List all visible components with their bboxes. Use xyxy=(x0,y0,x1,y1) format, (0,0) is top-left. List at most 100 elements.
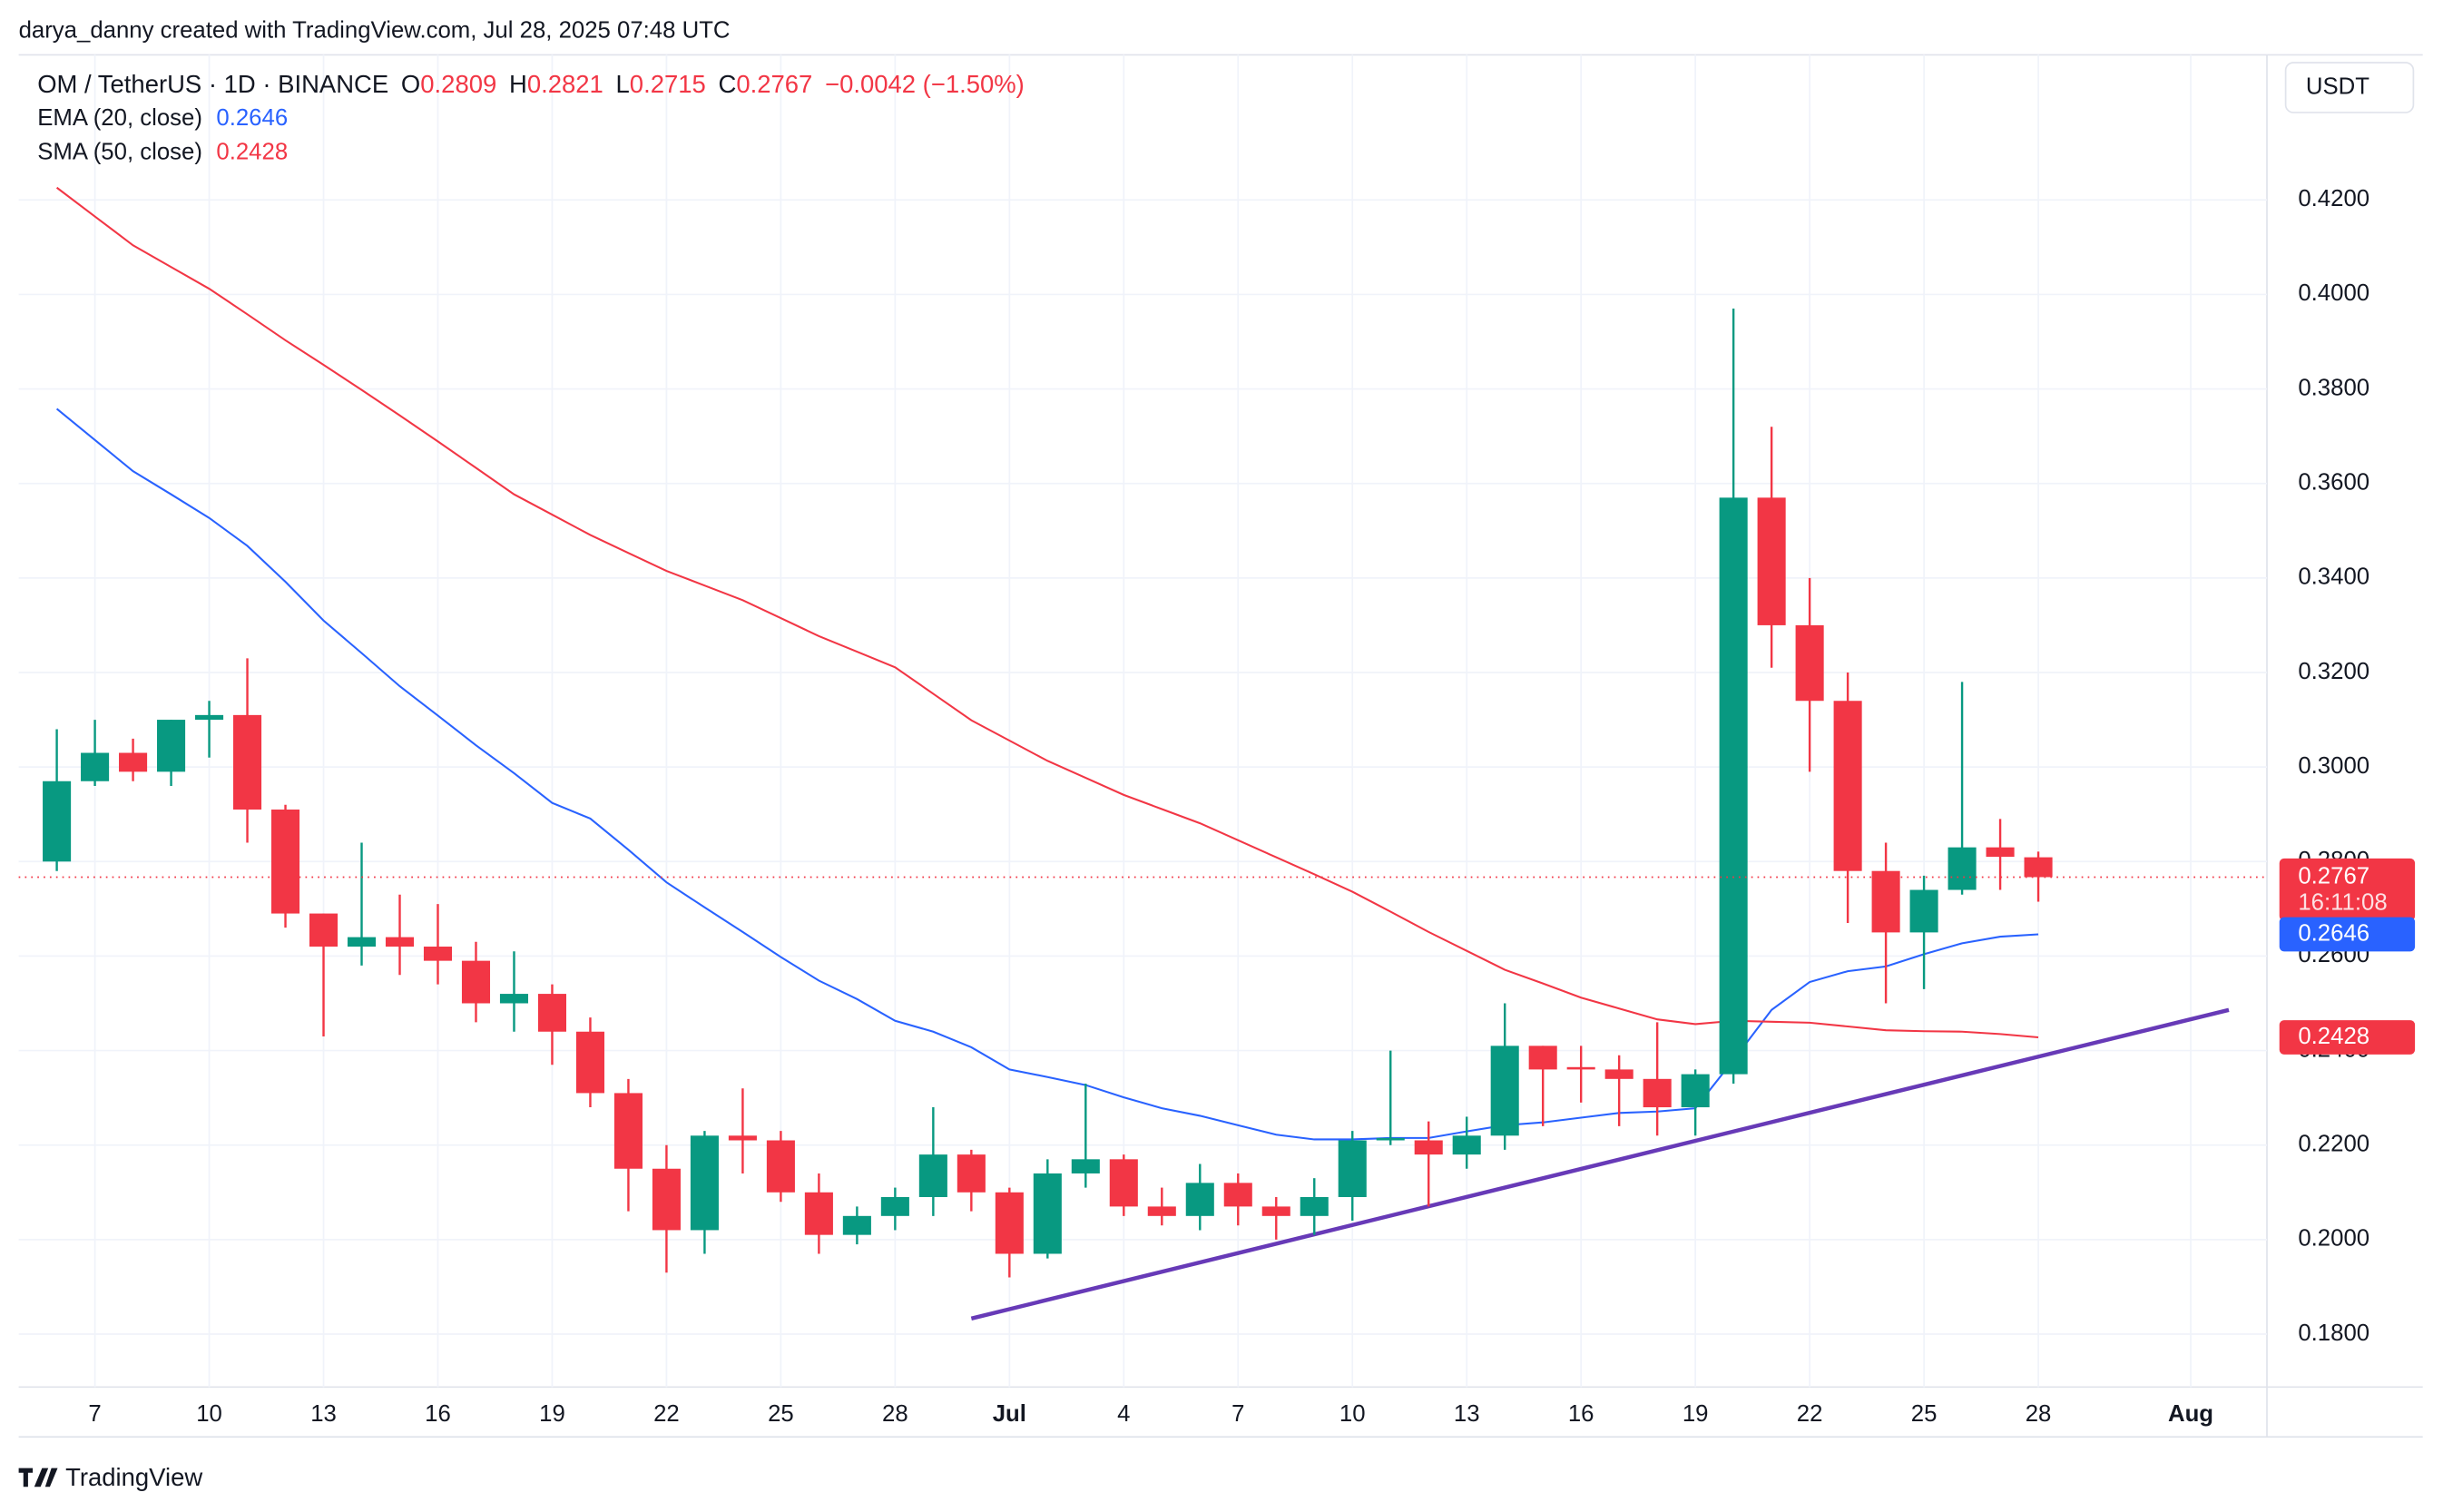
candle-body xyxy=(309,913,338,947)
candle-body xyxy=(233,714,262,810)
x-tick-label: 16 xyxy=(425,1401,451,1427)
y-tick-label: 0.2000 xyxy=(2298,1226,2369,1252)
candle-body xyxy=(957,1154,986,1193)
price-tag-label: 0.2767 xyxy=(2298,863,2369,889)
candle-body xyxy=(1147,1206,1176,1216)
price-tag-label: 0.2428 xyxy=(2298,1024,2369,1049)
currency-box[interactable] xyxy=(2284,62,2415,113)
countdown: 16:11:08 xyxy=(2298,889,2387,915)
x-tick-label: 10 xyxy=(1339,1401,1366,1427)
y-tick-label: 0.4200 xyxy=(2298,186,2369,211)
x-tick-label: 22 xyxy=(653,1401,680,1427)
candle-body xyxy=(1986,847,2015,858)
candle-body xyxy=(1909,889,1938,933)
y-tick-label: 0.1800 xyxy=(2298,1321,2369,1346)
ohlc-value: 0.2821 xyxy=(527,70,603,98)
candle-body xyxy=(1528,1046,1557,1070)
candle-body xyxy=(1338,1140,1367,1197)
x-tick-label: 28 xyxy=(882,1401,908,1427)
ohlc-label: C xyxy=(719,70,737,98)
candle-body xyxy=(1643,1078,1672,1108)
legend-entry: SMA (50, close) 0.2428 xyxy=(37,139,288,164)
y-tick-label: 0.3000 xyxy=(2298,753,2369,779)
candle-body xyxy=(81,752,110,781)
candle-body xyxy=(728,1135,757,1141)
plot xyxy=(18,186,2267,1321)
chart-title: OM / TetherUS · 1D · BINANCE xyxy=(37,70,388,98)
candle-body xyxy=(995,1192,1024,1254)
candle-body xyxy=(1223,1183,1252,1207)
x-tick-label: 7 xyxy=(1231,1401,1244,1427)
logo-icon xyxy=(18,1468,58,1487)
candle-body xyxy=(613,1093,643,1169)
candle-body xyxy=(652,1168,681,1231)
candle-body xyxy=(918,1154,947,1197)
change: −0.0042 (−1.50%) xyxy=(825,70,1025,98)
price-tag xyxy=(2279,858,2416,921)
candle-body xyxy=(347,937,377,947)
candle-body xyxy=(1185,1183,1214,1216)
x-tick-label: 25 xyxy=(1911,1401,1938,1427)
candle-body xyxy=(43,781,72,862)
candle-body xyxy=(1300,1196,1329,1216)
x-tick-label: 16 xyxy=(1568,1401,1594,1427)
y-tick-label: 0.3200 xyxy=(2298,659,2369,684)
candle-body xyxy=(1414,1140,1443,1155)
candle-body xyxy=(1833,701,1862,871)
legend-entry: EMA (20, close) 0.2646 xyxy=(37,105,288,131)
x-tick-label: 19 xyxy=(539,1401,565,1427)
candle-body xyxy=(2024,857,2053,878)
candle-body xyxy=(1757,497,1786,625)
ohlc-label: L xyxy=(616,70,630,98)
candle-body xyxy=(880,1196,909,1216)
candle-body xyxy=(1033,1173,1062,1254)
legend-value: 0.2428 xyxy=(216,139,288,164)
y-tick-label: 0.4000 xyxy=(2298,280,2369,306)
logo-text: TradingView xyxy=(65,1463,202,1491)
candle-body xyxy=(1261,1206,1290,1216)
candle-body xyxy=(1604,1069,1634,1079)
legend-name: EMA (20, close) xyxy=(37,105,202,131)
candle-body xyxy=(270,810,300,914)
candle-body xyxy=(842,1215,871,1235)
x-tick-label: Jul xyxy=(993,1401,1026,1427)
indicator-line xyxy=(55,186,2039,1039)
candle-body xyxy=(195,714,224,721)
legend-value: 0.2646 xyxy=(216,105,288,131)
attribution: darya_danny created with TradingView.com… xyxy=(19,17,731,43)
candle-body xyxy=(461,960,491,1004)
logo: TradingView xyxy=(18,1463,202,1491)
candle-body xyxy=(1681,1074,1710,1108)
x-tick-label: 13 xyxy=(1454,1401,1480,1427)
x-tick-label: 22 xyxy=(1797,1401,1823,1427)
x-tick-label: 7 xyxy=(88,1401,101,1427)
x-tick-label: 13 xyxy=(310,1401,337,1427)
candle-body xyxy=(1871,870,1900,933)
candle-body xyxy=(575,1031,604,1094)
candle-body xyxy=(499,994,529,1004)
candle-body xyxy=(1795,624,1824,702)
candle-body xyxy=(119,752,148,772)
y-tick-label: 0.3800 xyxy=(2298,375,2369,400)
ohlc-value: 0.2809 xyxy=(420,70,496,98)
candle-body xyxy=(537,994,566,1032)
ohlc-value: 0.2767 xyxy=(736,70,812,98)
price-tag xyxy=(2279,917,2416,952)
candle-body xyxy=(766,1140,795,1193)
y-tick-label: 0.3400 xyxy=(2298,565,2369,590)
chart-title-line: OM / TetherUS · 1D · BINANCE O0.2809 H0.28… xyxy=(37,70,1025,98)
ohlc-label: H xyxy=(509,70,527,98)
price-tag-label: 0.2646 xyxy=(2298,920,2369,946)
candle-body xyxy=(1719,497,1748,1075)
ohlc-label: O xyxy=(401,70,420,98)
x-tick-label: 25 xyxy=(768,1401,794,1427)
candle-body xyxy=(1109,1159,1138,1207)
candle-body xyxy=(1071,1159,1100,1173)
legend-name: SMA (50, close) xyxy=(37,139,202,164)
currency: USDT xyxy=(2306,74,2369,99)
x-tick-label: Aug xyxy=(2168,1401,2213,1427)
candle-body xyxy=(1490,1046,1519,1136)
ohlc-value: 0.2715 xyxy=(630,70,706,98)
